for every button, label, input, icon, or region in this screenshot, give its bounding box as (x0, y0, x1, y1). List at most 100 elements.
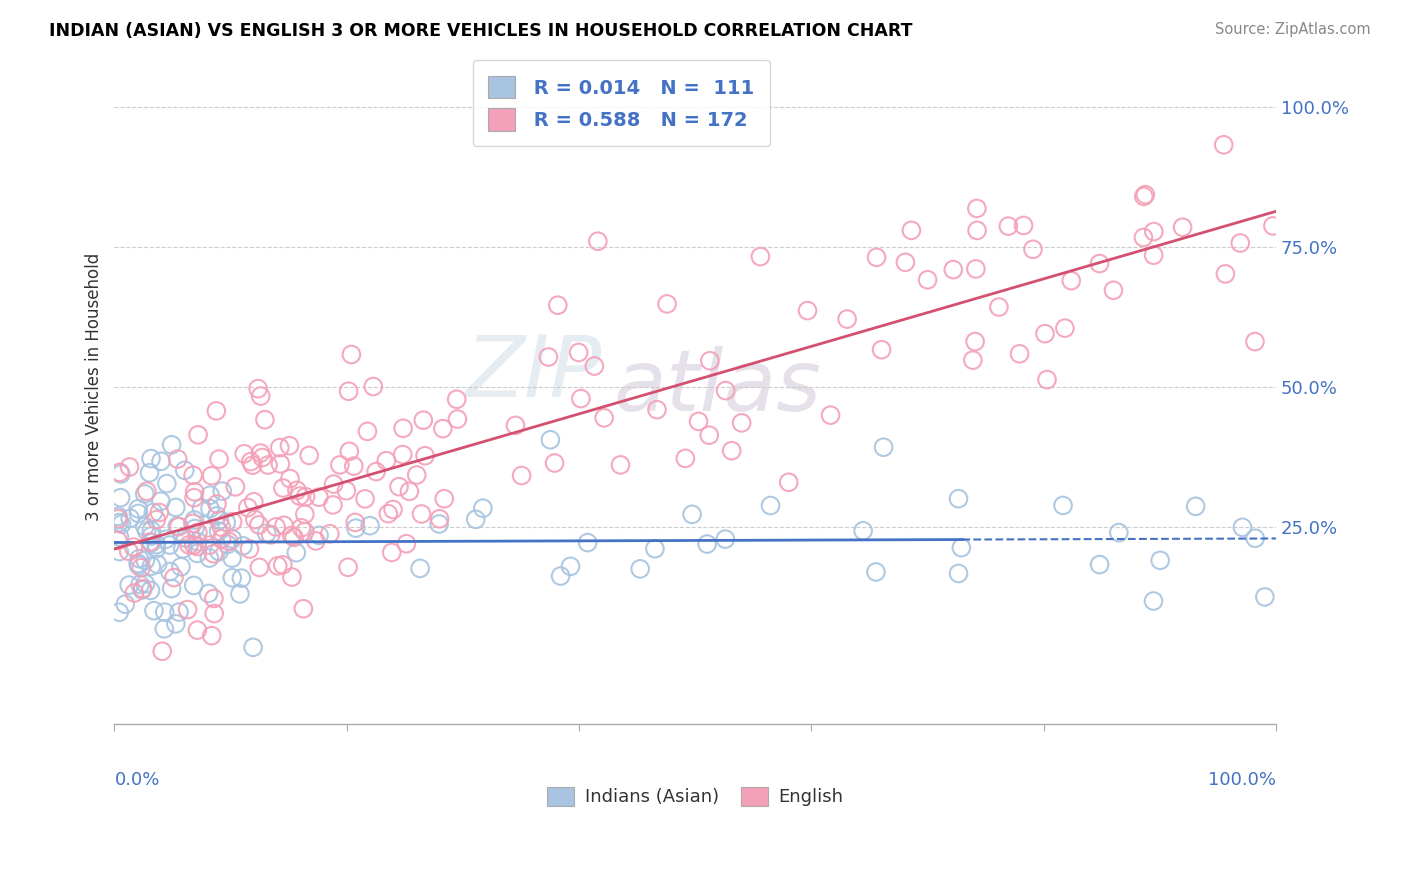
Point (583, 359, 606, 373)
Point (900, 223, 922, 237)
Point (108, 516, 131, 530)
Point (1143, 248, 1166, 262)
Point (697, 428, 720, 442)
Point (586, 234, 609, 248)
Point (145, 513, 167, 527)
Point (156, 476, 179, 491)
Point (239, 454, 262, 468)
Point (395, 537, 418, 551)
Point (173, 463, 195, 477)
Point (183, 538, 205, 552)
Point (1215, 267, 1237, 281)
Point (464, 512, 486, 526)
Point (1053, 321, 1076, 335)
Point (1132, 230, 1154, 244)
Point (714, 532, 737, 546)
Point (131, 582, 153, 597)
Point (382, 502, 405, 516)
Point (134, 576, 156, 591)
Point (108, 530, 131, 544)
Point (249, 560, 271, 574)
Point (202, 547, 225, 561)
Text: 0.0%: 0.0% (114, 771, 160, 789)
Point (155, 533, 177, 547)
Point (1254, 590, 1277, 604)
Point (145, 541, 167, 556)
Point (569, 392, 592, 406)
Point (409, 561, 432, 575)
Point (644, 541, 666, 556)
Point (413, 449, 436, 463)
Point (134, 487, 156, 501)
Point (412, 413, 434, 427)
Point (962, 353, 984, 368)
Point (269, 441, 291, 455)
Point (319, 526, 342, 541)
Point (446, 412, 468, 426)
Point (165, 500, 187, 515)
Point (281, 570, 304, 584)
Point (221, 532, 243, 546)
Point (221, 551, 243, 566)
Point (388, 480, 411, 494)
Point (1135, 187, 1157, 202)
Point (202, 591, 225, 606)
Point (252, 450, 274, 465)
Point (118, 460, 141, 475)
Point (965, 261, 987, 276)
Point (217, 537, 239, 551)
Point (187, 534, 209, 549)
Point (108, 544, 131, 558)
Point (198, 538, 221, 552)
Point (547, 298, 569, 312)
Point (1102, 283, 1125, 297)
Point (285, 483, 308, 498)
Point (343, 459, 366, 474)
Point (256, 526, 278, 541)
Point (177, 538, 200, 552)
Point (120, 511, 142, 525)
Point (950, 541, 973, 555)
Point (335, 483, 357, 498)
Point (655, 297, 678, 311)
Point (377, 507, 399, 521)
Point (208, 544, 231, 558)
Point (308, 490, 330, 504)
Point (118, 544, 141, 558)
Point (166, 519, 188, 533)
Point (427, 516, 450, 531)
Point (294, 507, 316, 521)
Text: 100.0%: 100.0% (1208, 771, 1277, 789)
Point (110, 517, 132, 532)
Point (505, 418, 527, 433)
Point (560, 559, 582, 574)
Point (208, 513, 231, 527)
Point (285, 546, 308, 560)
Point (184, 521, 207, 535)
Point (1033, 326, 1056, 341)
Point (159, 538, 181, 552)
Point (150, 644, 173, 658)
Point (108, 605, 131, 619)
Point (356, 425, 378, 439)
Point (247, 382, 270, 396)
Point (1012, 219, 1035, 233)
Point (215, 516, 238, 530)
Point (778, 475, 800, 490)
Point (208, 524, 231, 538)
Point (411, 507, 433, 521)
Point (124, 586, 146, 600)
Point (471, 501, 494, 516)
Point (1088, 256, 1111, 270)
Point (1022, 242, 1045, 256)
Point (433, 491, 456, 506)
Text: ZIP: ZIP (465, 332, 602, 415)
Point (363, 379, 385, 393)
Point (917, 273, 939, 287)
Point (537, 350, 560, 364)
Point (278, 472, 301, 486)
Point (550, 569, 572, 583)
Point (1060, 274, 1083, 288)
Point (391, 448, 413, 462)
Point (242, 640, 264, 655)
